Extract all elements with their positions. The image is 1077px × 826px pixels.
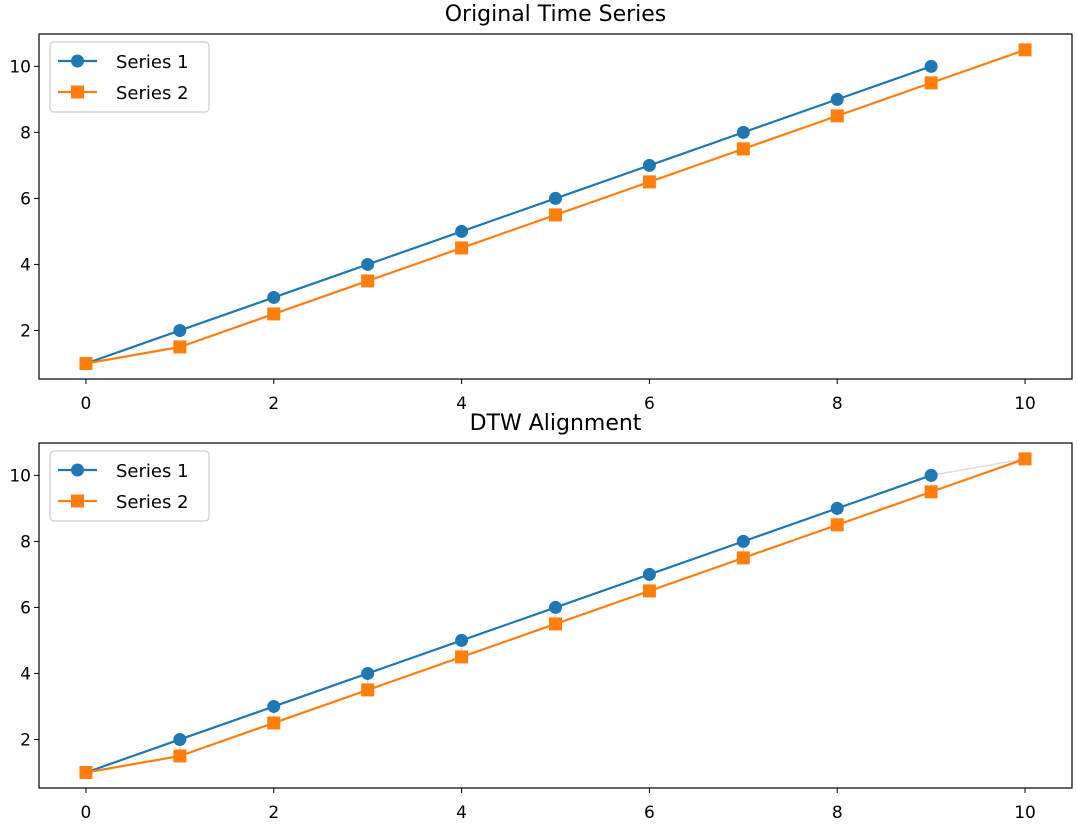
x-tick-label: 6 [644,803,655,823]
y-tick-label: 8 [20,123,31,143]
x-tick-label: 2 [268,394,279,414]
y-tick-label: 4 [20,255,31,275]
data-point [455,650,469,664]
data-point [267,290,281,304]
x-tick-label: 8 [832,394,843,414]
data-point [361,666,375,680]
data-point [642,175,656,189]
data-point [173,732,187,746]
legend-marker [71,494,84,508]
x-tick-label: 2 [268,803,279,823]
data-point [79,765,93,779]
data-point [642,158,656,172]
data-point [173,749,187,763]
data-point [549,208,562,222]
data-point [924,468,938,482]
x-tick-label: 10 [1014,394,1036,414]
y-tick-label: 10 [9,466,31,486]
data-point [361,274,375,288]
data-point [924,76,938,90]
legend-label: Series 2 [116,492,189,513]
series-line [85,65,932,365]
legend-marker [71,85,84,99]
x-tick-label: 0 [81,803,92,823]
data-point [736,534,750,548]
data-point [642,584,656,598]
y-tick-label: 2 [20,321,31,341]
legend-marker [71,463,84,477]
x-tick-label: 8 [832,803,843,823]
data-point [1018,43,1032,57]
axes-frame [38,33,1073,380]
x-tick-label: 0 [81,394,92,414]
legend: Series 1 Series 2 [49,41,210,113]
x-tick-label: 10 [1014,803,1036,823]
data-point [455,633,469,647]
data-point [267,307,281,321]
data-point [736,551,750,565]
chart-title: DTW Alignment [470,411,642,436]
legend-label: Series 2 [116,83,189,104]
legend-box [49,41,210,113]
legend-box [49,450,210,522]
y-tick-label: 8 [20,532,31,552]
data-point [173,340,187,354]
data-point [830,92,844,106]
y-tick-label: 6 [20,189,31,209]
data-point [173,323,187,337]
data-point [455,224,469,238]
x-tick-label: 4 [456,394,467,414]
data-point [79,356,93,370]
x-tick-label: 4 [456,803,467,823]
y-tick-label: 2 [20,730,31,750]
x-tick-label: 6 [644,394,655,414]
chart-title: Original Time Series [445,2,667,27]
data-point [549,600,562,614]
data-point [736,142,750,156]
y-tick-label: 4 [20,664,31,684]
data-point [361,257,375,271]
axes-frame [38,442,1073,789]
data-point [830,501,844,515]
data-point [924,485,938,499]
data-point [549,191,562,205]
alignment-line [931,458,1026,477]
data-point [830,518,844,532]
series-line [85,48,1026,365]
data-point [642,567,656,581]
data-point [736,125,750,139]
data-point [1018,452,1032,466]
legend-label: Series 1 [116,461,189,482]
legend-label: Series 1 [116,52,189,73]
data-point [361,683,375,697]
y-tick-label: 6 [20,598,31,618]
legend: Series 1 Series 2 [49,450,210,522]
data-point [267,716,281,730]
data-point [455,241,469,255]
data-point [924,59,938,73]
data-point [830,109,844,123]
data-point [549,617,562,631]
y-tick-label: 10 [9,57,31,77]
series-line [85,474,932,774]
data-point [267,699,281,713]
legend-marker [71,54,84,68]
chart-panel: Original Time Series 0 2 4 6 8 10 2 4 6 8 10 Series … [9,2,1073,414]
